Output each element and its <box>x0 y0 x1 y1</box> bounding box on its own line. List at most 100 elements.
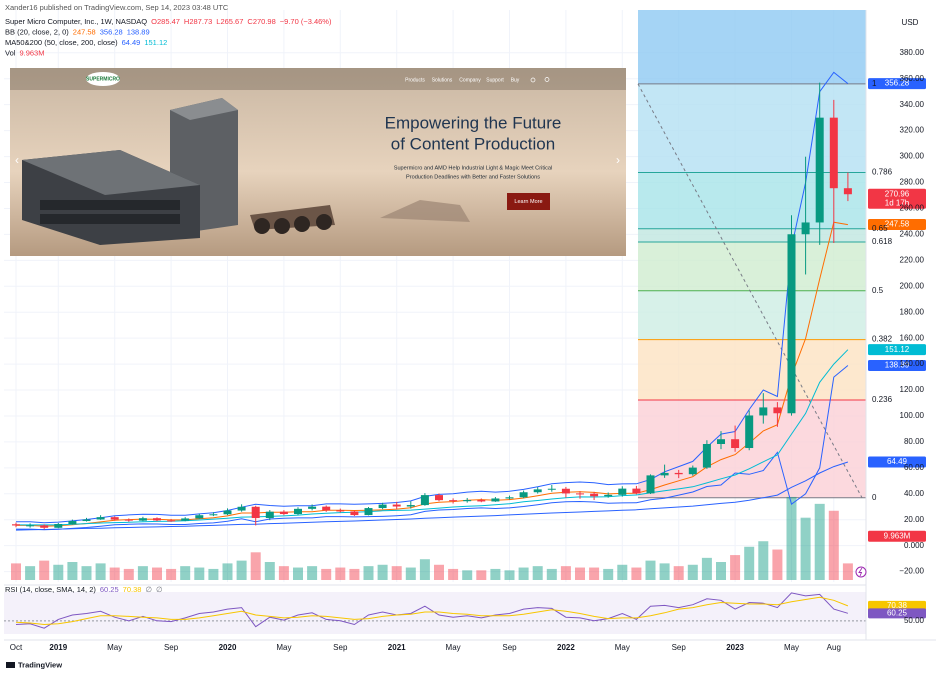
x-tick-label: Oct <box>10 643 23 652</box>
banner-menu: Products <box>405 77 425 83</box>
legend-value: ∅ <box>156 585 163 594</box>
alert-icon-bolt[interactable] <box>858 567 863 577</box>
volume-bar <box>659 563 670 580</box>
price-badge <box>868 360 926 372</box>
candle-body <box>533 489 542 493</box>
fib-label: 0.786 <box>872 168 893 177</box>
banner-button[interactable] <box>507 193 550 210</box>
volume-bar <box>462 570 473 580</box>
x-tick-label: Aug <box>827 643 841 652</box>
volume-bar <box>631 567 642 580</box>
legend-value: 9.963M <box>19 48 44 57</box>
x-tick-label: 2022 <box>557 643 575 652</box>
rsi-ma-line <box>15 596 849 626</box>
price-badge <box>868 219 926 231</box>
candle-body <box>294 508 302 515</box>
volume-bar <box>278 566 289 580</box>
price-badge-note: 1d 17h <box>885 198 909 207</box>
volume-bar <box>293 567 303 580</box>
candle-body <box>54 524 63 528</box>
candle-body <box>435 495 443 501</box>
x-tick-label: 2020 <box>219 643 237 652</box>
rsi-badge-label: 70.38 <box>887 601 908 610</box>
volume-bar <box>744 546 755 580</box>
banner-logo-bg <box>86 72 120 86</box>
fib-band <box>638 290 866 340</box>
y-tick-label: 160.00 <box>900 333 925 342</box>
x-tick-label: May <box>276 643 291 652</box>
banner-server <box>22 150 200 195</box>
volume-bar <box>109 567 120 580</box>
candle-body <box>420 495 429 506</box>
indicator-line <box>16 365 849 531</box>
candle-body <box>759 407 768 416</box>
volume-bar <box>321 568 332 580</box>
candle-body <box>308 506 317 509</box>
volume-bar <box>419 559 430 580</box>
candle-body <box>26 525 35 527</box>
volume-bar <box>560 566 571 580</box>
banner-arrow[interactable]: ‹ <box>15 153 19 167</box>
rsi-pane <box>4 592 866 634</box>
candle-body <box>646 475 655 494</box>
y-tick-label: 60.00 <box>904 463 925 472</box>
volume-bar <box>349 568 360 580</box>
volume-bar <box>828 510 839 580</box>
volume-bar <box>532 566 543 580</box>
candle-body <box>463 500 472 502</box>
volume-bar <box>53 564 64 580</box>
legend-line: RSI (14, close, SMA, 14, 2) 60.25 70.38 ∅ ∅ <box>5 585 163 594</box>
price-badge-label: 270.96 <box>885 189 910 198</box>
candle-body <box>449 500 458 502</box>
legend-line: MA50&200 (50, close, 200, close) 64.49 151… <box>5 38 167 47</box>
currency: USD <box>902 18 919 27</box>
legend-value: 60.25 <box>100 585 119 594</box>
candle-body <box>110 517 119 520</box>
price-badge <box>868 78 926 90</box>
volume-bar <box>405 567 416 580</box>
price-badge <box>868 188 926 209</box>
banner-body: Supermicro and AMD Help Industrial Light… <box>394 165 553 171</box>
candle-body <box>688 467 697 475</box>
price-badge <box>868 344 926 356</box>
y-tick-label: 20.00 <box>904 515 925 524</box>
volume-bar <box>166 568 177 580</box>
alert-icon[interactable] <box>855 566 867 578</box>
fib-label: 0.5 <box>872 286 884 295</box>
volume-bar <box>250 552 261 580</box>
x-tick-label: May <box>615 643 630 652</box>
fib-top-band <box>638 10 866 84</box>
candle-body <box>702 443 711 468</box>
candle-body <box>505 497 514 499</box>
banner-vehicle <box>250 205 335 230</box>
candle-body <box>82 519 91 522</box>
volume-bar <box>11 563 21 580</box>
legend-line: Super Micro Computer, Inc., 1W, NASDAQ O2… <box>5 17 332 26</box>
candle-body <box>618 488 627 495</box>
candle-body <box>561 488 570 494</box>
volume-bar <box>772 549 783 580</box>
price-badge <box>868 456 926 468</box>
volume-bar <box>236 560 247 580</box>
volume-bar <box>730 555 741 580</box>
banner-logo: SUPERMICRO <box>86 76 120 82</box>
candle-body <box>167 520 176 522</box>
candle-body <box>717 439 725 444</box>
banner-arrow[interactable]: › <box>616 153 620 167</box>
legend-value: L265.67 <box>216 17 243 26</box>
banner-menu: Support <box>486 77 504 83</box>
volume-bar <box>448 568 459 580</box>
banner-button-label[interactable]: Learn More <box>514 199 542 205</box>
candle-body <box>124 519 133 521</box>
candle-body <box>12 524 20 526</box>
brand: TradingView <box>6 660 62 669</box>
volume-bar <box>687 564 698 580</box>
candle-body <box>576 493 584 495</box>
banner-server <box>40 214 180 224</box>
volume-bar <box>504 570 515 580</box>
volume-bar <box>25 566 36 580</box>
alert-icon-ring[interactable] <box>855 566 867 578</box>
candle-body <box>801 222 810 235</box>
x-tick-label: May <box>784 643 799 652</box>
